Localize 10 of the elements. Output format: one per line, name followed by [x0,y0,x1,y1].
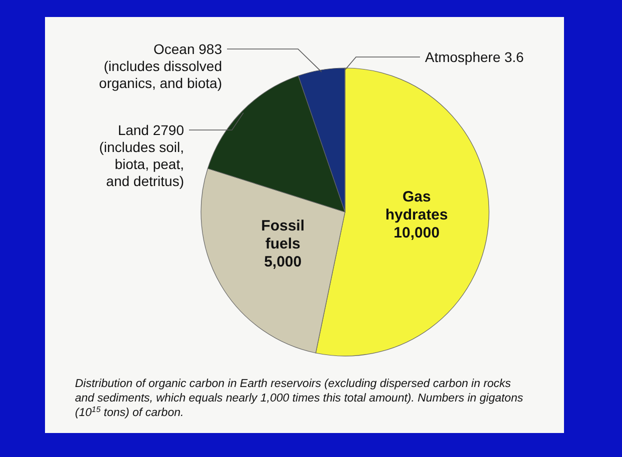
slice-label: Fossil fuels [261,217,305,252]
text: (includes soil, biota, peat, and detritus) [99,139,184,189]
data-label: 10,000 [394,224,440,242]
slice-label: Ocean 983 [154,41,222,57]
data-label: 5,000 [264,253,302,270]
slice-label: Atmosphere 3.6 [425,49,524,65]
text: Distribution of organic carbon in Earth reservoirs (excluding dispersed carbon in rocks and sediments, which equals nearly 1,000 times this total amount). Numbers in gigatons (10$^{15}$ tons) of carbon. [75,378,524,419]
text: (includes dissolved organics, and biota) [99,58,222,91]
slice-label: Gas hydrates [385,188,448,224]
slice-label: Land 2790 [118,122,184,138]
